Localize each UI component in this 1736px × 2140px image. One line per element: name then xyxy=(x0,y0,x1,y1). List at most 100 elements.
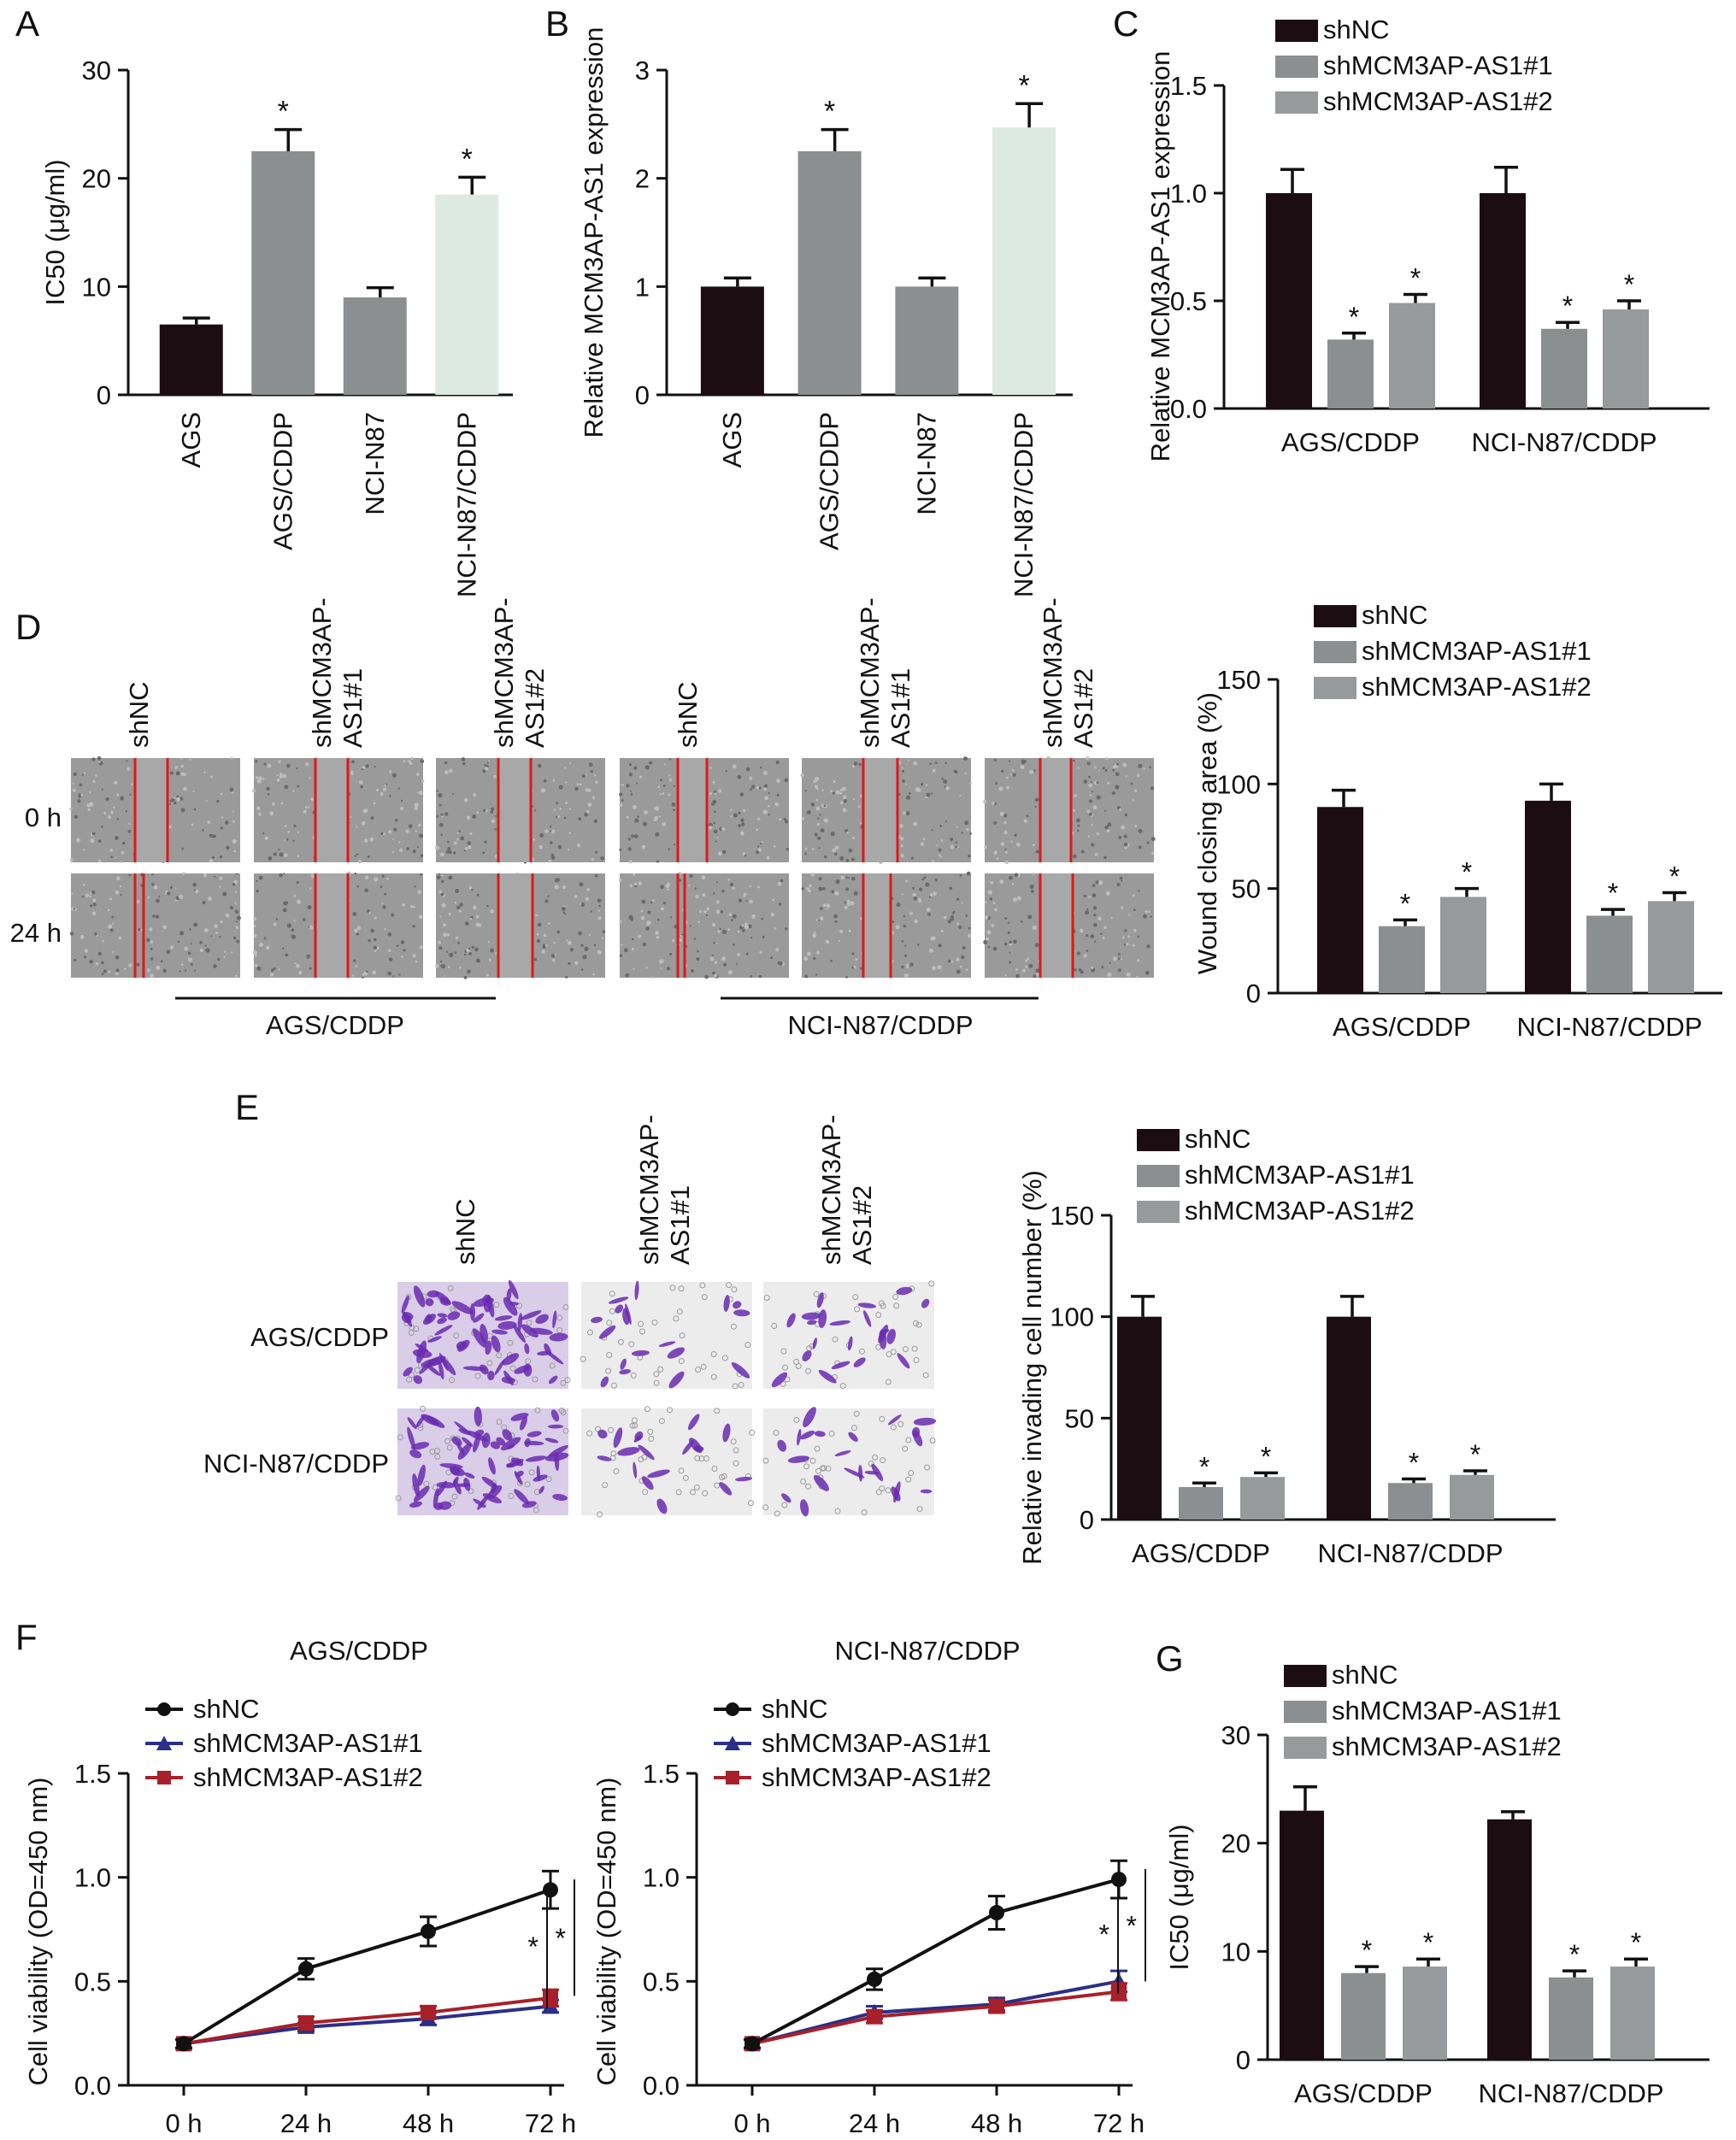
pore xyxy=(641,1454,648,1461)
cell-speckle xyxy=(908,792,911,795)
significance-mark: * xyxy=(1261,1441,1271,1472)
cell-speckle xyxy=(130,783,133,785)
cell-speckle xyxy=(473,793,477,797)
cell-speckle xyxy=(366,909,370,913)
cell-speckle xyxy=(155,914,160,919)
cell-speckle xyxy=(1089,794,1092,797)
cell-speckle xyxy=(940,929,944,933)
cell-speckle xyxy=(400,799,403,802)
cell-speckle xyxy=(436,790,438,792)
cell-speckle xyxy=(374,877,379,882)
pore xyxy=(774,1510,780,1517)
cell-speckle xyxy=(1088,812,1092,816)
invaded-cell xyxy=(723,1295,730,1312)
cell-speckle xyxy=(959,965,962,968)
invaded-cell xyxy=(816,1292,824,1308)
cell-speckle xyxy=(181,847,185,850)
cell-speckle xyxy=(641,899,646,904)
cell-speckle xyxy=(255,776,259,779)
cell-speckle xyxy=(103,811,107,814)
cell-speckle xyxy=(264,836,268,840)
cell-speckle xyxy=(1128,914,1131,916)
cell-speckle xyxy=(772,898,775,902)
cell-speckle xyxy=(91,832,96,836)
legend-label: shMCM3AP-AS1#2 xyxy=(193,1762,423,1792)
panel-letter-f: F xyxy=(15,1617,38,1657)
cell-speckle xyxy=(1091,824,1093,826)
pore xyxy=(610,1450,617,1457)
cell-speckle xyxy=(830,959,833,962)
cell-speckle xyxy=(903,954,908,957)
bar xyxy=(1450,1474,1494,1520)
cell-speckle xyxy=(654,815,659,820)
cell-speckle xyxy=(403,949,406,952)
cell-speckle xyxy=(730,919,733,921)
cell-speckle xyxy=(1034,806,1037,808)
cell-speckle xyxy=(1009,961,1012,964)
invaded-cell xyxy=(857,1302,877,1308)
y-tick-label: 1.0 xyxy=(643,1863,680,1893)
invaded-cell xyxy=(891,1486,901,1502)
invaded-cell xyxy=(436,1480,447,1496)
cell-speckle xyxy=(1134,824,1138,827)
cell-speckle xyxy=(234,909,238,914)
y-axis-label: Cell viability (OD=450 nm) xyxy=(23,1778,53,2086)
cell-speckle xyxy=(113,806,115,808)
cell-speckle xyxy=(757,848,762,852)
invaded-cell xyxy=(814,1431,826,1437)
cell-speckle xyxy=(702,893,706,897)
cell-speckle xyxy=(396,944,399,948)
invaded-cell xyxy=(613,1427,623,1449)
cell-speckle xyxy=(574,786,579,791)
pore xyxy=(678,1358,685,1365)
cell-speckle xyxy=(905,783,908,785)
cell-speckle xyxy=(823,804,827,808)
cell-speckle xyxy=(1032,872,1035,875)
pore xyxy=(892,1293,899,1300)
legend-label: shMCM3AP-AS1#1 xyxy=(1332,1696,1562,1726)
pore xyxy=(916,1506,923,1513)
cell-speckle xyxy=(966,828,969,832)
pore xyxy=(644,1406,650,1413)
cell-speckle xyxy=(358,780,363,785)
invaded-cell xyxy=(474,1429,485,1437)
cell-speckle xyxy=(800,773,804,778)
cell-speckle xyxy=(252,950,257,955)
cell-speckle xyxy=(456,905,461,910)
pore xyxy=(474,1373,481,1379)
cell-speckle xyxy=(574,895,578,898)
cell-speckle xyxy=(657,918,660,921)
cell-speckle xyxy=(286,923,291,928)
cell-speckle xyxy=(177,940,180,944)
invaded-cell xyxy=(667,1347,686,1359)
cell-speckle xyxy=(174,767,177,770)
cell-speckle xyxy=(297,970,303,975)
cell-speckle xyxy=(1004,848,1007,850)
cell-speckle xyxy=(1119,808,1122,811)
cell-speckle xyxy=(391,913,395,917)
invaded-cell xyxy=(521,1501,537,1508)
invaded-cell xyxy=(733,1309,750,1317)
invaded-cell xyxy=(722,1423,731,1443)
invaded-cell xyxy=(812,1338,818,1349)
pore xyxy=(804,1483,811,1490)
cell-speckle xyxy=(745,767,750,772)
cell-speckle xyxy=(398,848,403,852)
cell-speckle xyxy=(410,905,414,908)
cell-speckle xyxy=(935,844,938,847)
cell-speckle xyxy=(910,856,914,860)
cell-speckle xyxy=(830,790,833,793)
cell-speckle xyxy=(1094,766,1097,769)
cell-speckle xyxy=(454,951,457,954)
cell-speckle xyxy=(964,820,969,826)
cell-speckle xyxy=(272,802,275,806)
pore xyxy=(893,1302,900,1309)
invaded-cell xyxy=(494,1315,513,1321)
cell-speckle xyxy=(293,824,297,828)
invaded-cell xyxy=(456,1341,467,1350)
cell-speckle xyxy=(551,958,556,962)
cell-speckle xyxy=(175,771,180,776)
pore xyxy=(828,1431,835,1437)
scratch-column-label: shNC xyxy=(673,681,703,748)
